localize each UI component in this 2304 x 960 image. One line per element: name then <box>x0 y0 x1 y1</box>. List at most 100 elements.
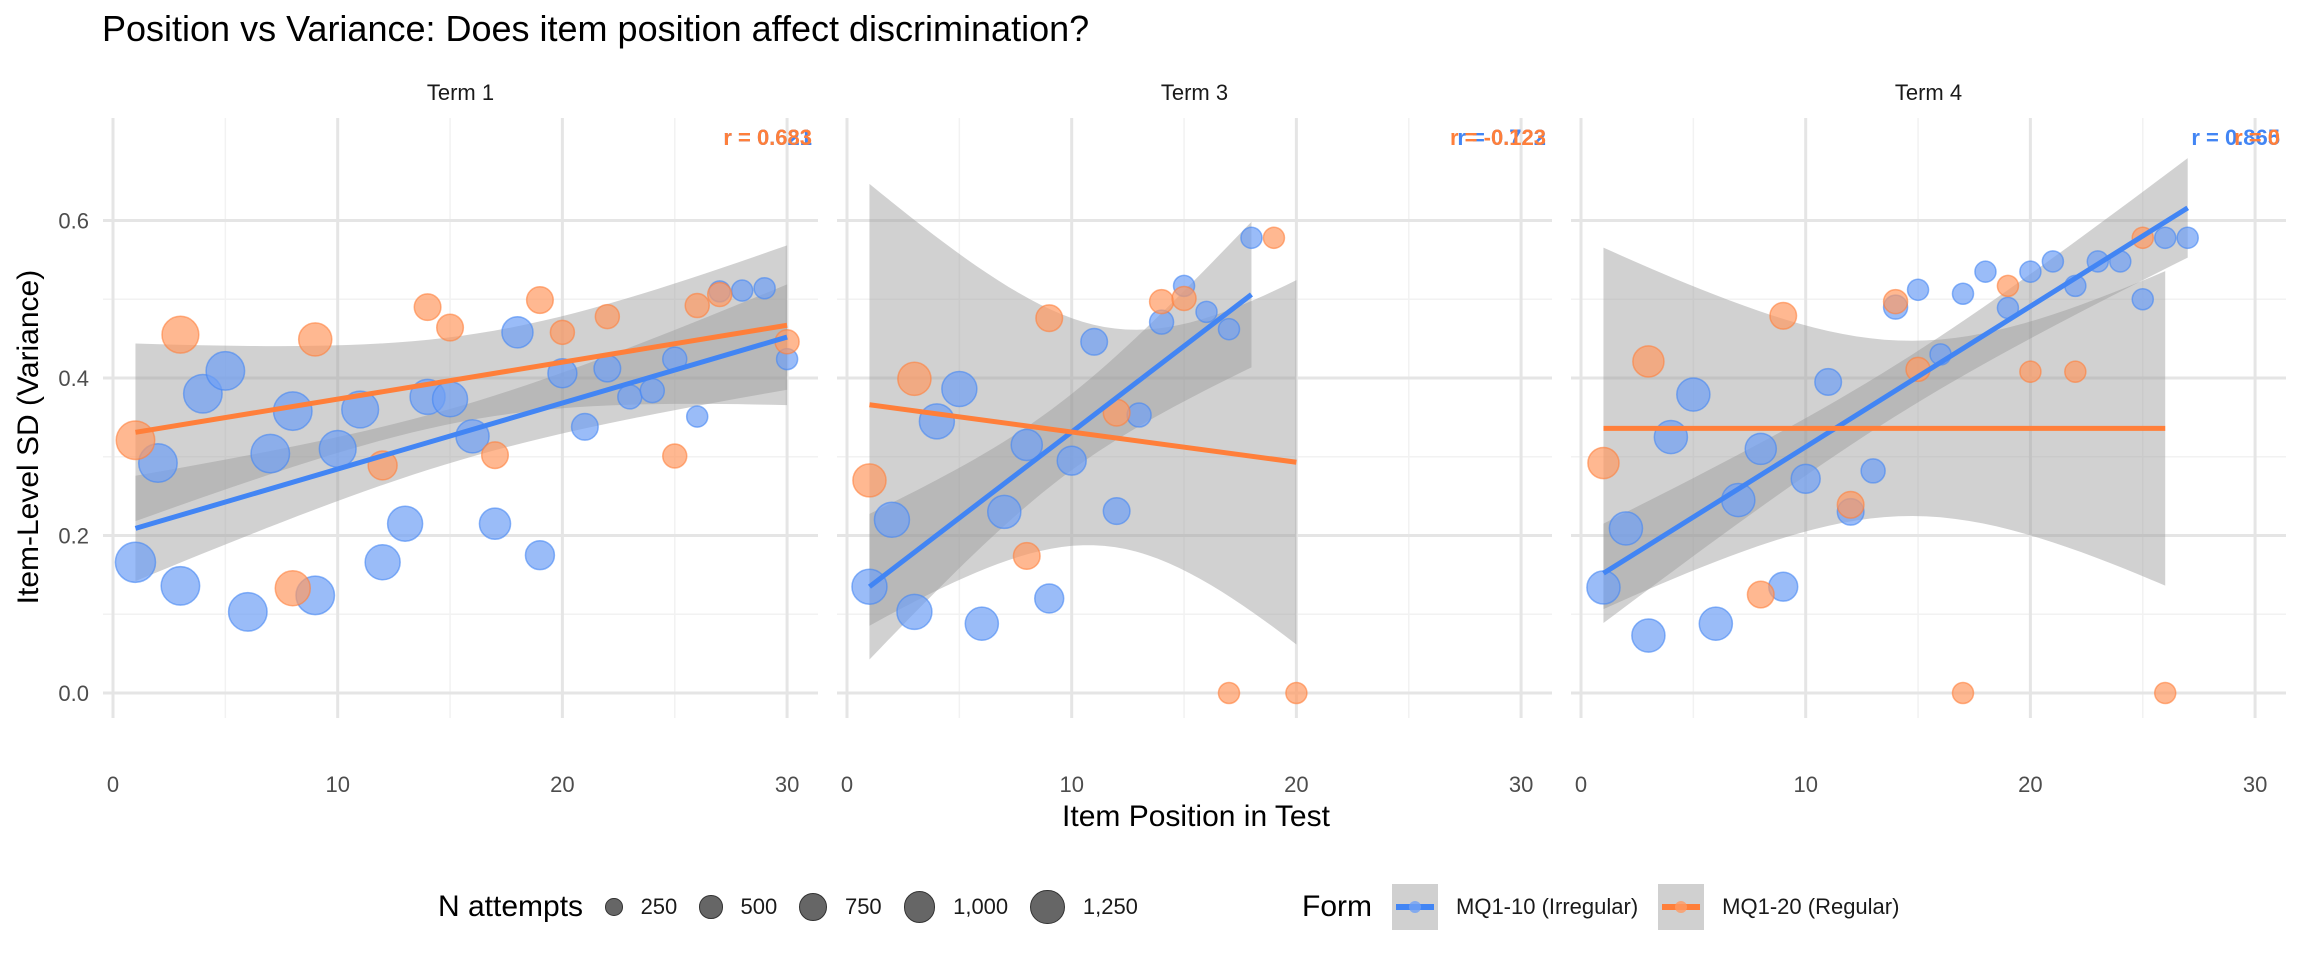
trend-line <box>867 292 1253 589</box>
x-axis-title: Item Position in Test <box>1062 800 1331 833</box>
data-point <box>1974 260 1997 283</box>
x-tick-label: 20 <box>2018 772 2042 797</box>
data-point <box>250 433 291 474</box>
data-point <box>617 384 643 410</box>
size-legend-item: 750 <box>799 893 882 921</box>
x-tick-label: 10 <box>1059 772 1083 797</box>
data-point <box>1676 377 1711 412</box>
data-point <box>364 544 401 581</box>
data-point <box>1860 458 1886 484</box>
data-point <box>1148 288 1175 315</box>
data-point <box>1010 428 1044 462</box>
trend-line <box>135 322 788 435</box>
data-point <box>1608 511 1644 546</box>
data-point <box>1056 445 1087 476</box>
correlation-label: r = 0.683 <box>723 125 812 150</box>
data-point <box>1653 419 1689 455</box>
size-key-circle <box>903 891 936 923</box>
data-point <box>1790 463 1821 495</box>
data-point <box>1698 606 1734 642</box>
color-key <box>1658 884 1705 930</box>
data-point <box>2176 226 2199 250</box>
data-point <box>1906 278 1930 302</box>
data-point <box>480 441 510 470</box>
data-point <box>639 377 666 404</box>
data-point <box>1126 402 1152 428</box>
data-point <box>753 276 776 300</box>
data-point <box>1587 446 1620 480</box>
data-point <box>2064 360 2087 383</box>
x-tick-label: 30 <box>1509 772 1533 797</box>
x-tick-label: 20 <box>1284 772 1308 797</box>
data-point <box>897 361 932 397</box>
x-tick-label: 10 <box>325 772 349 797</box>
data-point <box>1102 497 1131 526</box>
data-point <box>1080 327 1109 356</box>
y-tick-label: 0.2 <box>58 524 89 549</box>
data-point <box>941 370 978 408</box>
size-legend-label: 250 <box>640 893 678 919</box>
data-point <box>1814 367 1843 396</box>
facet-strip-label: Term 1 <box>427 80 494 105</box>
data-point <box>297 322 333 357</box>
y-axis-title: Item-Level SD (Variance) <box>12 270 45 605</box>
data-point <box>2041 250 2065 273</box>
size-legend-item: 1,250 <box>1030 889 1138 925</box>
size-key-circle <box>605 898 623 916</box>
data-point <box>1882 288 1909 315</box>
data-point <box>436 313 465 342</box>
data-point <box>1012 541 1041 571</box>
color-legend-item: MQ1-10 (Irregular) <box>1392 884 1638 930</box>
correlation-label: r = 0 <box>2234 125 2280 150</box>
data-point <box>160 565 201 606</box>
x-tick-label: 20 <box>550 772 574 797</box>
data-point <box>1631 618 1666 653</box>
data-point <box>341 390 380 429</box>
x-tick-label: 30 <box>775 772 799 797</box>
data-point <box>1836 490 1865 519</box>
confidence-band <box>135 245 788 522</box>
data-point <box>730 279 754 302</box>
color-legend: Form MQ1-10 (Irregular) MQ1-20 (Regular) <box>1302 880 1899 934</box>
data-point <box>431 381 469 418</box>
color-legend-item: MQ1-20 (Regular) <box>1658 884 1899 930</box>
data-point <box>685 405 709 428</box>
x-tick-label: 10 <box>1793 772 1817 797</box>
data-point <box>161 315 200 354</box>
size-key-circle <box>1030 889 1065 925</box>
trend-line <box>134 334 788 531</box>
confidence-band <box>869 183 1297 645</box>
data-point <box>205 350 246 391</box>
data-point <box>2153 226 2177 250</box>
size-legend-item: 250 <box>605 894 677 920</box>
legend: N attempts 250 500 750 1,000 1,250 Form MQ1-… <box>0 880 2304 934</box>
data-point <box>501 316 534 349</box>
data-point <box>1746 580 1775 609</box>
data-point <box>873 501 911 538</box>
correlation-label: r = 0.621 <box>723 125 812 150</box>
correlation-label: r = 0.865 <box>2191 125 2280 150</box>
data-point <box>1951 681 1975 705</box>
data-point <box>1217 317 1241 341</box>
data-point <box>2019 260 2042 283</box>
color-legend-label: MQ1-10 (Irregular) <box>1456 894 1639 919</box>
data-point <box>274 570 312 607</box>
data-point <box>706 281 733 308</box>
correlation-label: r = 0.722 <box>1457 125 1546 150</box>
x-tick-label: 0 <box>1575 772 1587 797</box>
data-point <box>1171 285 1197 312</box>
size-key-circle <box>799 893 827 921</box>
data-point <box>593 354 622 383</box>
y-tick-label: 0.4 <box>58 366 89 391</box>
correlation-label: r = -0.123 <box>1450 125 1546 150</box>
color-legend-label: MQ1-20 (Regular) <box>1722 894 1900 919</box>
size-legend-item: 1,000 <box>903 891 1008 923</box>
facet-strip-label: Term 4 <box>1895 80 1962 105</box>
data-point <box>227 591 268 632</box>
x-tick-label: 0 <box>107 772 119 797</box>
y-tick-label: 0.0 <box>58 681 89 706</box>
data-point <box>2153 681 2177 705</box>
data-point <box>386 505 424 542</box>
